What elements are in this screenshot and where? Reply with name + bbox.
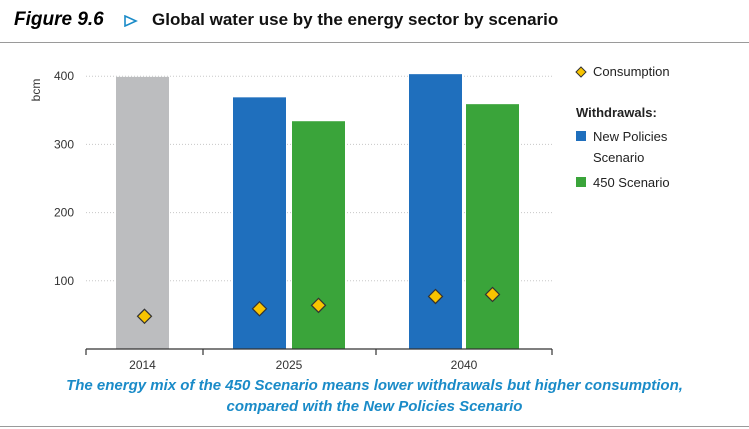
y-tick-label: 400 <box>54 69 74 83</box>
y-tick-label: 300 <box>54 137 74 151</box>
header-divider <box>0 42 749 43</box>
bar-new-policies-2040 <box>409 74 462 350</box>
legend-withdrawals-heading: Withdrawals: <box>576 105 657 120</box>
caption-line-1: The energy mix of the 450 Scenario means… <box>66 377 683 394</box>
chart: 100 200 300 400 bcm 2014 2025 2040 Consumption Wi… <box>29 64 670 369</box>
legend-450-label: 450 Scenario <box>593 175 670 190</box>
figure-title: Global water use by the energy sector by… <box>152 10 559 29</box>
x-tick-label: 2025 <box>276 358 303 369</box>
legend-new-policies-swatch <box>576 131 586 141</box>
consumption-marker-450-2040 <box>484 286 501 303</box>
y-tick-label: 100 <box>54 274 74 288</box>
bottom-divider <box>0 426 749 427</box>
y-tick-label: 200 <box>54 206 74 220</box>
legend-new-policies-label-1: New Policies <box>593 129 668 144</box>
caption-line-2: compared with the New Policies Scenario <box>226 398 523 415</box>
bar-2014-withdrawal <box>116 76 169 349</box>
figure-label: Figure 9.6 <box>14 9 104 30</box>
y-axis-label: bcm <box>29 79 43 102</box>
x-tick-label: 2040 <box>451 358 478 369</box>
legend-consumption-label: Consumption <box>593 64 670 79</box>
play-arrow-icon <box>124 15 138 27</box>
bar-450-2025 <box>292 121 345 349</box>
figure-caption: The energy mix of the 450 Scenario means… <box>0 375 749 417</box>
bar-450-2040 <box>466 104 519 349</box>
legend-consumption-marker <box>575 66 587 78</box>
legend-450-swatch <box>576 177 586 187</box>
consumption-marker-new-policies-2025 <box>251 300 268 317</box>
consumption-marker-2014 <box>136 308 153 325</box>
consumption-marker-new-policies-2040 <box>427 288 444 305</box>
x-tick-label: 2014 <box>129 358 156 369</box>
figure-header: Figure 9.6 Global water use by the energ… <box>14 6 749 36</box>
legend-new-policies-label-2: Scenario <box>593 150 644 165</box>
consumption-marker-450-2025 <box>310 297 327 314</box>
